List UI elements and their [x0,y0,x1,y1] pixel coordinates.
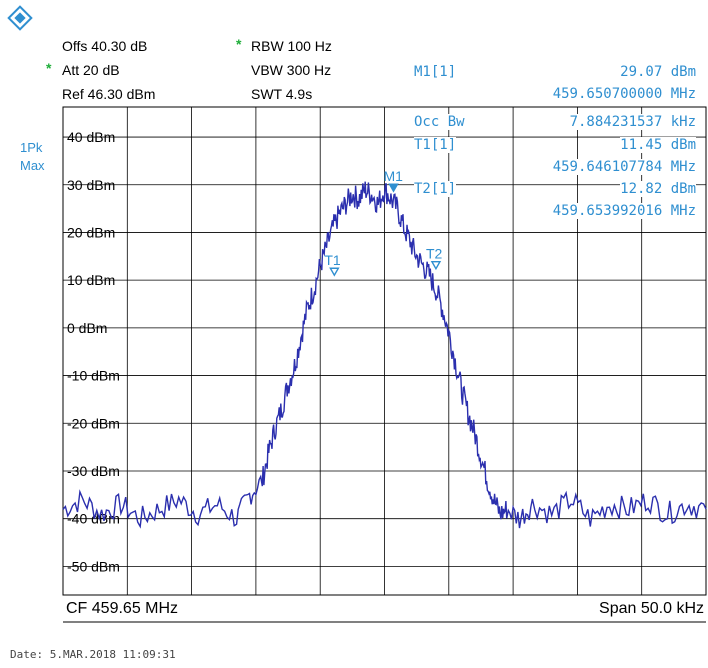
att-star: * [46,60,52,76]
occbw-value: 7.884231537 kHz [569,114,696,130]
markers: M1 T1 T2 [324,168,443,277]
center-frequency: CF 459.65 MHz [66,600,179,617]
timestamp: Date: 5.MAR.2018 11:09:31 [10,648,176,661]
m1-frequency: 459.650700000 MHz [552,86,696,102]
y-tick-label: -30 dBm [67,463,120,479]
spectrum-trace [62,181,707,529]
rbw-setting: RBW 100 Hz [251,38,332,54]
y-tick-label: 20 dBm [67,224,115,240]
y-tick-label: 40 dBm [67,129,115,145]
rbw-star: * [236,36,242,52]
reference-level-setting: Ref 46.30 dBm [62,86,156,102]
marker-m1-symbol [388,183,399,193]
y-tick-label: -20 dBm [67,415,120,431]
offset-setting: Offs 40.30 dB [62,38,148,54]
y-tick-label: -40 dBm [67,511,120,527]
occbw-label: Occ Bw [414,114,465,130]
rohde-schwarz-logo [7,5,33,31]
y-tick-label: 0 dBm [67,320,107,336]
t1-label: T1[1] [414,137,457,153]
span: Span 50.0 kHz [599,600,704,617]
marker-t2-symbol [430,261,442,271]
t1-level: 11.45 dBm [620,137,696,153]
t1-frequency: 459.646107784 MHz [552,159,696,175]
m1-level: 29.07 dBm [620,64,696,80]
y-tick-label: 30 dBm [67,177,115,193]
marker-t2-label: T2 [426,246,443,262]
y-tick-labels: 40 dBm 30 dBm 20 dBm 10 dBm 0 dBm -10 dBm -20 … [67,129,120,574]
y-tick-label: -50 dBm [67,558,120,574]
marker-t1-symbol [329,267,340,277]
y-tick-label: 10 dBm [67,272,115,288]
m1-label: M1[1] [414,64,457,80]
t2-frequency: 459.653992016 MHz [552,203,696,219]
trace-mode-label: Max [20,158,45,173]
vbw-setting: VBW 300 Hz [251,62,332,78]
t2-level: 12.82 dBm [620,181,696,197]
trace-detector-label: 1Pk [20,140,43,155]
sweep-time-setting: SWT 4.9s [251,86,313,102]
y-tick-label: -10 dBm [67,368,120,384]
marker-m1-label: M1 [384,168,404,184]
marker-t1-label: T1 [324,252,341,268]
attenuation-setting: Att 20 dB [62,62,120,78]
t2-label: T2[1] [414,181,457,197]
